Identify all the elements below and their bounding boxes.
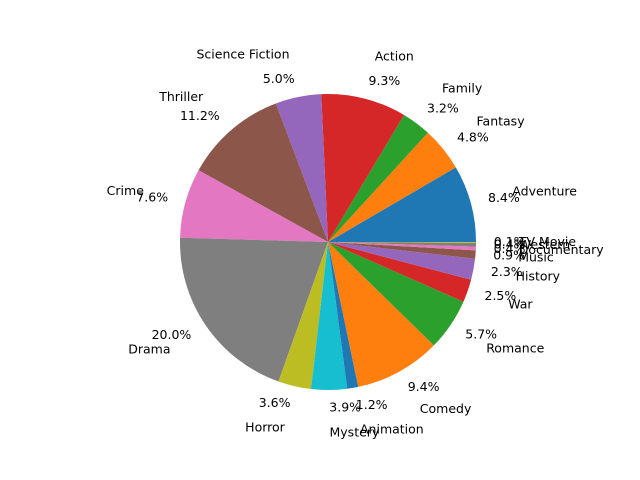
pct-label-war: 2.5% [485,288,517,303]
pie-slice-romance [328,242,464,346]
category-label-drama: Drama [128,341,170,356]
category-label-action: Action [375,48,414,63]
category-label-history: History [516,269,561,284]
pct-label-music: 0.9% [493,248,525,263]
category-label-science-fiction: Science Fiction [197,47,290,62]
pie-slices [180,93,477,391]
category-label-adventure: Adventure [512,184,577,199]
pct-label-history: 2.3% [491,264,523,279]
pct-label-action: 9.3% [369,73,401,88]
pie-slice-history [328,242,476,280]
category-label-war: War [508,297,533,312]
pie-slice-tv-movie [328,242,477,243]
pct-label-tv-movie: 0.1% [494,234,526,249]
pie-slice-thriller [198,103,328,243]
pct-label-romance: 5.7% [465,326,497,341]
pie-slice-music [328,242,476,259]
category-label-horror: Horror [245,420,285,435]
pct-label-animation: 1.2% [356,397,388,412]
pct-label-documentary: 0.4% [494,241,526,256]
pie-slice-documentary [328,242,476,251]
category-label-family: Family [442,80,483,95]
pie-slice-fantasy [328,132,456,242]
pct-label-adventure: 8.4% [488,190,520,205]
pie-slice-war [328,242,472,302]
pct-label-western: 0.4% [494,237,526,252]
category-label-tv-movie: TV Movie [518,234,576,249]
pie-slice-horror [278,242,328,390]
pie-labels: 8.4%Adventure 4.8%Fantasy 3.2% Family 9.3% Ac… [107,47,605,440]
pct-label-thriller: 11.2% [180,108,220,123]
pct-label-comedy: 9.4% [408,379,440,394]
pie-slice-action [321,93,405,243]
category-label-animation: Animation [360,422,424,437]
pie-slice-western [328,242,476,247]
pct-label-science-fiction: 5.0% [263,71,295,86]
pie-slice-drama [180,237,328,382]
pie-slice-animation [328,242,359,389]
category-label-comedy: Comedy [420,401,472,416]
pct-label-crime: 7.6% [136,190,168,205]
pct-label-horror: 3.6% [259,395,291,410]
category-label-crime: Crime [107,183,145,198]
pct-label-fantasy: 4.8% [457,129,489,144]
pie-slice-science-fiction [275,94,328,243]
pie-slice-comedy [328,242,434,387]
category-label-music: Music [518,250,554,265]
pie-slice-mystery [311,242,348,391]
pct-label-mystery: 3.9% [329,399,361,414]
category-label-fantasy: Fantasy [477,114,526,129]
category-label-thriller: Thriller [158,89,204,104]
category-label-western: Western [519,237,570,252]
pct-label-drama: 20.0% [152,327,192,342]
category-label-documentary: Documentary [519,242,605,257]
pct-label-family: 3.2% [427,101,459,116]
pie-slice-crime [180,170,328,242]
pie-slice-adventure [328,167,476,242]
category-label-mystery: Mystery [330,424,380,439]
category-label-romance: Romance [486,340,544,355]
pie-slice-family [328,115,428,242]
